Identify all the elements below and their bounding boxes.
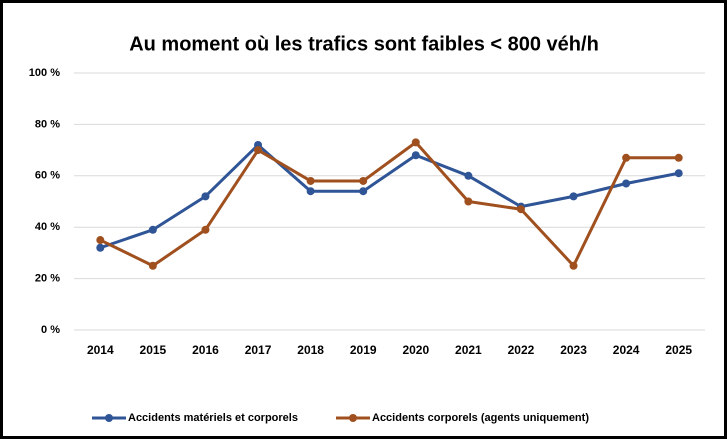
data-point [516, 205, 525, 214]
data-point [622, 153, 631, 162]
data-point [254, 146, 263, 155]
x-tick-label: 2016 [192, 343, 219, 357]
legend-label: Accidents matériels et corporels [128, 412, 298, 424]
data-point [411, 138, 420, 147]
data-point [569, 261, 578, 270]
legend-marker [105, 414, 113, 422]
y-tick-label: 60 % [35, 170, 60, 182]
x-tick-label: 2024 [613, 343, 640, 357]
legend-marker [349, 414, 357, 422]
y-tick-label: 20 % [35, 273, 60, 285]
y-tick-label: 40 % [35, 221, 60, 233]
data-point [148, 225, 157, 234]
data-point [464, 171, 473, 180]
x-tick-label: 2021 [455, 343, 482, 357]
x-tick-label: 2014 [87, 343, 114, 357]
data-point [674, 169, 683, 178]
chart-title: Au moment où les trafics sont faibles < … [129, 33, 599, 55]
data-point [96, 243, 105, 252]
x-tick-label: 2015 [140, 343, 167, 357]
data-point [306, 187, 315, 196]
data-point [622, 179, 631, 188]
data-point [201, 192, 210, 201]
x-tick-label: 2022 [508, 343, 535, 357]
data-point [569, 192, 578, 201]
data-point [464, 197, 473, 206]
x-tick-label: 2020 [402, 343, 429, 357]
data-point [359, 187, 368, 196]
y-tick-label: 100 % [29, 67, 60, 79]
y-tick-label: 0 % [41, 324, 60, 336]
legend-label: Accidents corporels (agents uniquement) [372, 412, 589, 424]
data-point [96, 236, 105, 245]
y-tick-label: 80 % [35, 118, 60, 130]
series-line [99, 140, 679, 268]
data-point [359, 176, 368, 185]
data-point [674, 153, 683, 162]
data-point [148, 261, 157, 270]
x-tick-label: 2025 [665, 343, 692, 357]
data-point [306, 176, 315, 185]
x-tick-label: 2019 [350, 343, 377, 357]
data-point [411, 151, 420, 160]
x-tick-label: 2018 [297, 343, 324, 357]
x-tick-label: 2017 [245, 343, 272, 357]
x-tick-label: 2023 [560, 343, 587, 357]
series-line [99, 143, 679, 250]
data-point [201, 225, 210, 234]
